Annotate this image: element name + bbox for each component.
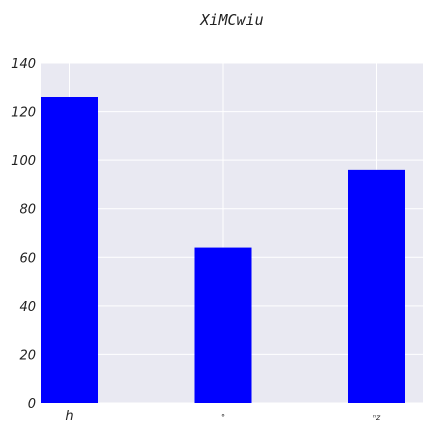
bar-0 xyxy=(41,97,98,403)
y-axis-ticks: 0 20 40 60 80 100 120 140 xyxy=(11,57,36,412)
x-tick-label-2: ⁿz xyxy=(373,413,381,422)
y-tick-label-1: 20 xyxy=(19,348,36,363)
bars xyxy=(41,97,405,403)
y-tick-label-5: 100 xyxy=(11,154,36,169)
y-tick-label-0: 0 xyxy=(28,397,36,412)
x-tick-label-1: ° xyxy=(221,413,225,422)
chart-title: XiMCwiu xyxy=(199,11,263,29)
y-tick-label-3: 60 xyxy=(19,251,36,266)
bar-2 xyxy=(348,169,405,403)
y-tick-label-7: 140 xyxy=(11,57,36,72)
y-tick-label-2: 40 xyxy=(19,300,36,315)
y-tick-label-6: 120 xyxy=(11,106,36,121)
y-tick-label-4: 80 xyxy=(19,203,36,218)
x-tick-label-0: h xyxy=(65,409,73,424)
x-axis-ticks: h ° ⁿz xyxy=(65,409,381,424)
bar-1 xyxy=(194,247,252,403)
